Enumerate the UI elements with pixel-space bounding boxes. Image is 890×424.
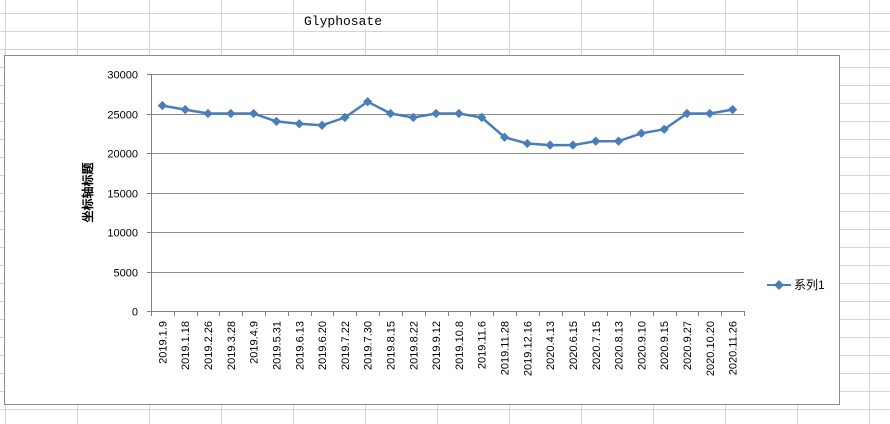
x-tick-label: 2019.1.9 <box>157 321 169 364</box>
x-tick-label: 2019.11.28 <box>500 321 512 375</box>
data-point-marker <box>477 112 487 123</box>
data-point-marker <box>385 108 396 119</box>
data-point-marker <box>682 108 692 119</box>
data-point-marker <box>271 116 282 127</box>
data-point-marker <box>499 132 510 142</box>
legend-marker <box>767 279 791 290</box>
x-tick-label: 2020.8.13 <box>614 321 626 370</box>
data-point-marker <box>226 108 236 119</box>
x-tick-label: 2019.1.18 <box>180 321 192 370</box>
x-tick-label: 2019.7.22 <box>340 321 352 370</box>
data-point-marker <box>248 108 259 119</box>
data-point-marker <box>203 108 213 119</box>
x-tick-label: 2019.4.9 <box>249 321 261 364</box>
data-point-marker <box>294 119 304 129</box>
y-tick-label: 25000 <box>107 110 138 122</box>
data-point-marker <box>636 128 647 138</box>
y-tick-label: 30000 <box>107 70 138 82</box>
data-point-marker <box>705 108 715 119</box>
x-tick-label: 2019.8.22 <box>408 321 420 370</box>
data-point-marker <box>522 138 532 149</box>
y-tick-label: 15000 <box>107 189 138 201</box>
x-tick-label: 2019.3.28 <box>226 321 238 370</box>
line-chart: 0 5000 10000 15000 20000 25000 30000 2019.1.9 20… <box>80 70 745 376</box>
x-tick-label: 2019.5.31 <box>271 321 283 370</box>
y-tick-label: 10000 <box>107 228 138 240</box>
data-point-marker <box>727 104 738 115</box>
data-point-marker <box>317 120 327 131</box>
x-tick-label: 2020.9.15 <box>659 321 671 370</box>
x-tick-label: 2019.8.15 <box>385 321 397 370</box>
y-tick-label: 5000 <box>114 268 138 280</box>
y-tick-label: 0 <box>132 307 138 319</box>
data-point-marker <box>568 140 578 150</box>
x-tick-label: 2020.10.20 <box>705 321 717 376</box>
x-tick-label: 2019.6.20 <box>317 321 329 370</box>
legend-label: 系列1 <box>794 278 825 292</box>
x-tick-label: 2019.10.8 <box>454 321 466 370</box>
x-tick-label: 2019.6.13 <box>294 321 306 370</box>
chart-area[interactable]: 0 5000 10000 15000 20000 25000 30000 2019.1.9 20… <box>4 55 840 405</box>
data-point-marker <box>591 136 601 146</box>
x-tick-label: 2019.12.16 <box>522 321 534 376</box>
series-line <box>162 100 733 147</box>
x-tick-label: 2019.7.30 <box>363 321 375 370</box>
sheet-title: Glyphosate <box>300 14 387 29</box>
legend: 系列1 <box>767 276 825 293</box>
x-tick-label: 2020.4.13 <box>545 321 557 370</box>
data-point-marker <box>180 104 190 115</box>
x-tick-label: 2020.7.15 <box>591 321 603 370</box>
data-point-marker <box>431 108 441 119</box>
data-point-marker <box>363 96 373 107</box>
data-point-marker <box>545 140 555 150</box>
x-tick-label: 2020.6.15 <box>568 321 580 370</box>
x-tick-label: 2019.2.26 <box>203 321 215 370</box>
y-axis-title: 坐标轴标题 <box>80 162 95 223</box>
y-tick-label: 20000 <box>107 149 138 161</box>
x-tick-label: 2020.11.26 <box>728 321 740 375</box>
data-point-marker <box>454 108 464 119</box>
x-tick-label: 2020.9.27 <box>682 321 694 370</box>
data-point-marker <box>157 100 168 111</box>
data-point-marker <box>613 136 624 146</box>
x-tick-label: 2019.11.6 <box>477 321 489 369</box>
x-tick-label: 2020.9.10 <box>636 321 648 370</box>
x-tick-label: 2019.9.12 <box>431 321 443 370</box>
